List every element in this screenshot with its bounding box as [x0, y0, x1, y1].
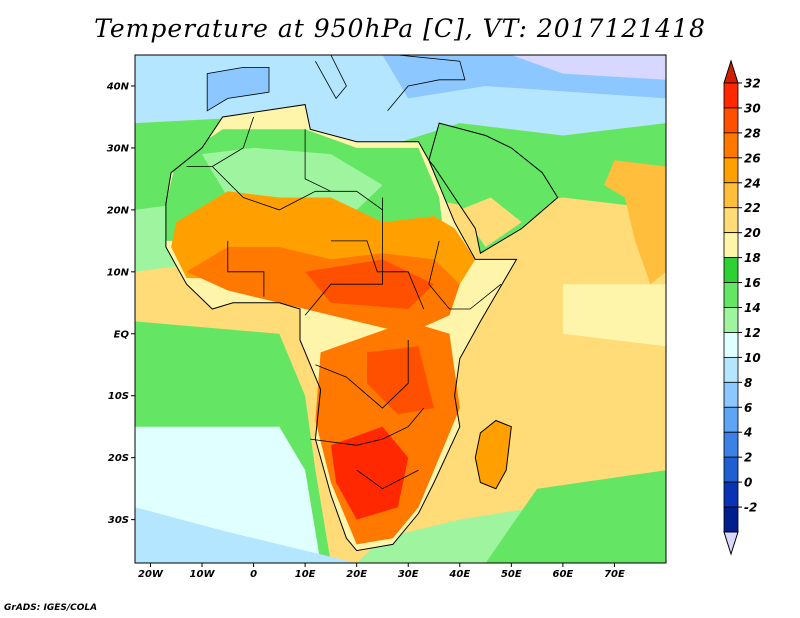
lat-tick-label: 20N	[107, 205, 130, 216]
arabia-warm	[459, 197, 522, 247]
colorbar-swatch	[723, 406, 739, 433]
colorbar-top-arrow	[723, 59, 739, 84]
lon-tick-label: 10E	[295, 569, 316, 580]
lon-tick-label: 40E	[448, 569, 470, 580]
country-border	[304, 129, 332, 192]
colorbar-label: 8	[744, 376, 752, 390]
colorbar-bottom-arrow	[723, 531, 739, 556]
colorbar-swatch	[723, 356, 739, 383]
lat-tick-label: 20S	[108, 453, 129, 464]
colorbar-swatch	[723, 182, 739, 209]
colorbar-swatch	[723, 456, 739, 483]
country-border	[212, 116, 254, 167]
colorbar-swatch	[723, 132, 739, 159]
lon-tick-label: 30E	[398, 569, 419, 580]
lat-tick-label: 30S	[108, 515, 129, 526]
colorbar-label: 24	[744, 176, 761, 190]
colorbar-label: -2	[744, 501, 757, 515]
africa-coastline	[165, 104, 518, 552]
lon-tick-label: 20E	[346, 569, 367, 580]
india-land	[604, 160, 666, 285]
lon-tick-label: 20W	[138, 569, 164, 580]
colorbar-label: 2	[744, 451, 752, 465]
indian-south-band	[485, 470, 666, 563]
colorbar-swatch	[723, 107, 739, 134]
colorbar-swatch	[723, 332, 739, 358]
lon-tick-label: 60E	[553, 569, 574, 580]
colorbar-swatch	[723, 207, 739, 234]
lon-tick-label: 50E	[501, 569, 522, 580]
country-border	[330, 240, 425, 310]
lat-tick-label: 30N	[107, 143, 130, 154]
central-asia-cold	[511, 55, 666, 80]
colorbar-swatch	[723, 506, 739, 533]
italy-coast	[315, 55, 347, 100]
colorbar-label: 10	[744, 351, 761, 365]
lon-tick-label: 0	[250, 569, 257, 580]
colorbar-label: 26	[744, 151, 761, 165]
indian-warm-band	[485, 346, 666, 489]
madagascar	[474, 419, 512, 490]
country-border	[315, 340, 409, 409]
colorbar-label: 12	[744, 326, 761, 340]
country-border	[227, 240, 265, 297]
colorbar-swatch	[723, 431, 739, 458]
colorbar-swatch	[723, 232, 739, 259]
map-plot-area	[135, 55, 666, 563]
lat-tick-label: 40N	[106, 81, 130, 92]
indian-north-band	[562, 284, 666, 347]
lon-tick-label: 10W	[190, 569, 216, 580]
map-title: Temperature at 950hPa [C], VT: 201712141…	[94, 14, 706, 43]
colorbar-swatch	[723, 82, 739, 109]
arabia-coastline	[428, 122, 559, 254]
colorbar-label: 4	[743, 426, 752, 440]
colorbar-swatch	[723, 257, 739, 283]
grads-credit: GrADS: IGES/COLA	[4, 603, 98, 613]
colorbar-swatch	[723, 481, 739, 508]
colorbar-label: 14	[744, 301, 761, 315]
colorbar-label: 32	[744, 77, 761, 91]
country-border	[356, 469, 419, 490]
country-border	[428, 240, 502, 310]
iberia	[206, 67, 270, 112]
colorbar-swatch	[723, 381, 739, 408]
lat-tick-label: EQ	[114, 329, 130, 340]
colorbar-swatch	[723, 282, 739, 308]
colorbar-label: 20	[744, 226, 761, 240]
colorbar-label: 18	[744, 251, 761, 265]
colorbar-label: 22	[744, 201, 761, 215]
lat-tick-label: 10S	[108, 391, 129, 402]
turkey-coast	[387, 55, 466, 112]
colorbar-label: 30	[744, 101, 761, 115]
south-cold-band	[135, 507, 357, 563]
colorbar-label: 28	[744, 126, 761, 140]
kalahari-hottest	[330, 426, 409, 520]
arabia-land	[428, 123, 558, 254]
colorbar-swatch	[723, 157, 739, 184]
map-frame	[134, 54, 667, 564]
lon-tick-label: 70E	[604, 569, 625, 580]
congo-south-hot	[367, 346, 434, 415]
lat-tick-label: 10N	[107, 267, 130, 278]
country-border	[310, 407, 425, 446]
colorbar-swatch	[723, 307, 739, 333]
colorbar-label: 0	[744, 476, 752, 490]
country-border	[304, 197, 383, 316]
colorbar-label: 6	[744, 401, 752, 415]
colorbar-label: 16	[744, 276, 761, 290]
